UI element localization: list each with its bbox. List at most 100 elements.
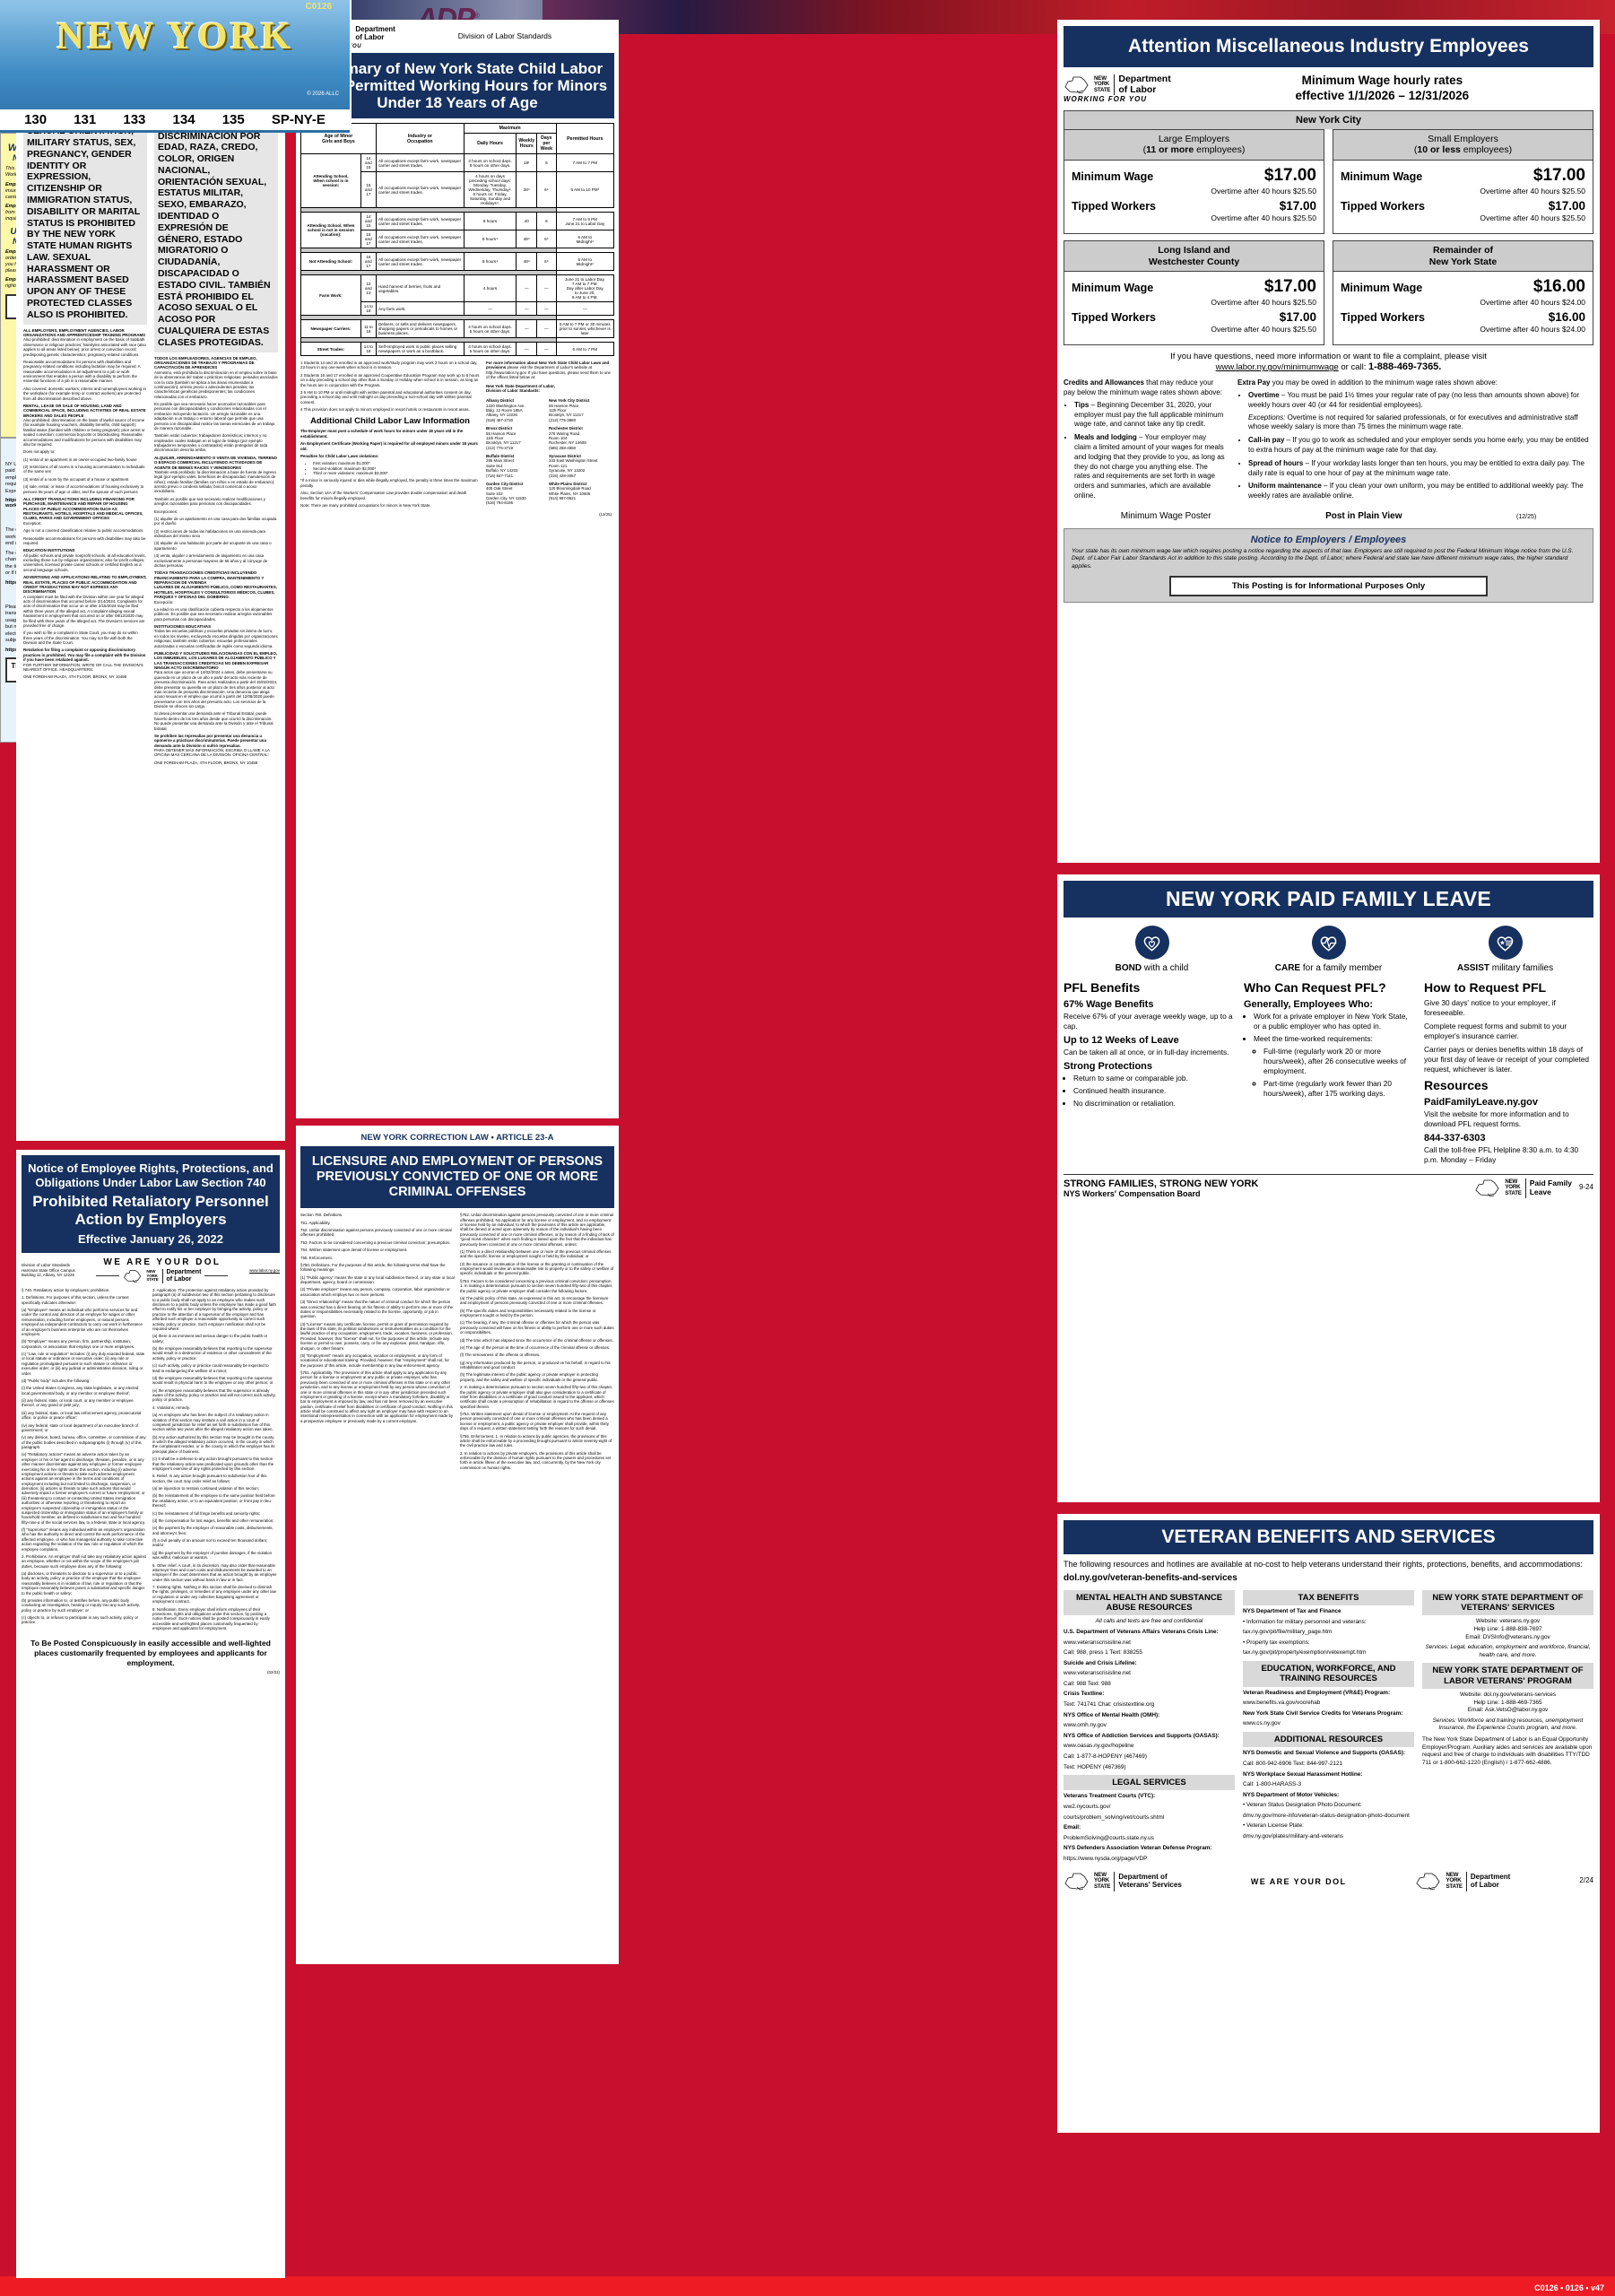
district-office: New York City District 55 Hanson Place 11t… <box>549 398 612 422</box>
vet-eeo-note: The New York State Department of Labor i… <box>1422 1735 1593 1766</box>
pfl-phone[interactable]: 844-337-6303 <box>1424 1133 1486 1144</box>
pfl-generally-label: Generally, Employees Who: <box>1244 998 1374 1010</box>
s740-left-para-13: 2. Prohibitions. An employer shall not t… <box>22 1553 146 1569</box>
vet-dol-line-1: Help Line: 1-888-469-7365 <box>1473 1699 1542 1706</box>
district-name: Bronx District <box>486 426 513 431</box>
clt-header-industry: Industry or Occupation <box>375 123 465 155</box>
heart-pulse-icon <box>1311 926 1346 960</box>
wage-min-overtime: Overtime after 40 hours $25.50 <box>1211 187 1316 196</box>
clt-cell-permitted: — <box>555 301 615 317</box>
district-office: Buffalo District 295 Main Street Suite 914… <box>486 454 549 478</box>
district-line-3: (315) 428-4057 <box>549 473 577 478</box>
vet-additional-header: ADDITIONAL RESOURCES <box>1243 1732 1414 1748</box>
weare-dol-text: WE ARE YOUR DOL <box>1250 1876 1347 1886</box>
extra-term-3: Uniform maintenance <box>1248 482 1322 491</box>
clt-cell-daily: 4 hours on school days. 5 hours on other… <box>463 319 517 339</box>
pfl-revision: 9-24 <box>1578 1183 1593 1192</box>
section-740-panel: Notice of Employee Rights, Protections, … <box>16 1150 285 2278</box>
clt-cell-weekly: — <box>516 342 538 357</box>
hr-es-para-1-5: (3) alquiler de una habitación por parte… <box>154 541 272 551</box>
clt-cell-age: 14 and 15 <box>360 153 377 173</box>
hr-en-para-5-0: A complaint must be filed with the Divis… <box>23 594 145 628</box>
veterans-column-1: MENTAL HEALTH AND SUBSTANCE ABUSE RESOUR… <box>1064 1589 1235 1866</box>
credit-bullet-0: Tips – Beginning December 31, 2020, your… <box>1074 401 1225 430</box>
corr-left-para-8: (2) "Private employer" means any person,… <box>300 1287 450 1297</box>
hr-en-para-1-3: (2) restrictions of all rooms in a housi… <box>23 465 145 474</box>
wage-tip-amount: $17.00 <box>1548 199 1585 213</box>
district-line-0: 55 Hanson Place <box>549 403 579 408</box>
cl-footnote-1: 2 Students 16 and 17 enrolled in an appr… <box>300 372 480 387</box>
extra-term-0: Overtime <box>1248 391 1280 400</box>
wage-tip-amount: $16.00 <box>1548 310 1585 325</box>
clt-cell-weekly: — <box>516 319 538 339</box>
vet-mh-title-3: NYS Office of Mental Health (OMH): <box>1064 1711 1160 1718</box>
wage-box-3: Remainder of New York State Minimum Wage $… <box>1333 240 1593 346</box>
vet-dol-header: NEW YORK STATE DEPARTMENT OF LABOR VETER… <box>1422 1663 1593 1690</box>
veterans-column-3: NEW YORK STATE DEPARTMENT OF VETERANS' S… <box>1422 1589 1593 1866</box>
corr-left-para-4: 754. Written statement upon denial of li… <box>300 1248 408 1253</box>
hr-es-para-0-2: También están cubiertos: trabajadores do… <box>154 433 268 453</box>
veterans-url[interactable]: dol.ny.gov/veteran-benefits-and-services <box>1064 1573 1237 1584</box>
cl-penalty-list: First violation: maximum $1,000*Second v… <box>313 461 480 475</box>
district-line-0: 1220 Washington Ave. <box>486 403 525 408</box>
hr-es-para-3-1: La edad no es una clasificación cubierta… <box>154 606 274 622</box>
clt-cell-days: — <box>536 319 557 339</box>
vet-addl-line-0-0: Call: 800-942-6906 Text: 844-997-2121 <box>1243 1760 1343 1767</box>
veteran-benefits-panel: VETERAN BENEFITS AND SERVICES The follow… <box>1057 1514 1600 2133</box>
extra-bullet-1: Call-in pay – If you go to work as sched… <box>1248 436 1593 456</box>
clt-cell-age: 16 and 17 <box>360 252 377 272</box>
s740-website[interactable]: www.labor.ny.gov <box>249 1267 280 1273</box>
wage-min-row: Minimum Wage $17.00 <box>1072 166 1316 186</box>
clt-row: 16 and 17 All occupations except farm wor… <box>301 171 615 209</box>
clt-cell-days: — <box>536 301 557 317</box>
pfl-icon-caption-0: BOND with a child <box>1064 963 1240 973</box>
pfl-icon-block-0: BOND with a child <box>1064 926 1240 973</box>
vet-mh-title-2: Crisis Textline: <box>1064 1691 1105 1698</box>
clt-group-label: Newspaper Carriers: <box>300 319 361 339</box>
mw-link[interactable]: www.labor.ny.gov/minimumwage <box>1215 362 1339 373</box>
extra-pay-list: Overtime – You must be paid 1½ times you… <box>1237 391 1593 501</box>
vet-addl-line-2-2: • Veteran License Plate: <box>1243 1822 1304 1830</box>
s740-right-para-6: 4. Violations; remedy. <box>152 1405 190 1410</box>
child-labor-revision: (12/25) <box>599 511 612 517</box>
pfl-howto-column: How to Request PFL Give 30 days' notice … <box>1424 980 1593 1170</box>
district-name: White Plains District <box>549 481 587 486</box>
mw-phone[interactable]: 1-888-469-7365. <box>1368 361 1442 373</box>
wage-min-row: Minimum Wage $16.00 <box>1341 277 1585 297</box>
pfl-icon-strong-2: ASSIST <box>1456 963 1489 973</box>
pfl-col3-heading: How to Request PFL <box>1424 980 1547 995</box>
vet-edu-title-0: Veteran Readiness and Employment (VR&E) … <box>1243 1689 1391 1696</box>
extra-item-1: Call-in pay – If you go to work as sched… <box>1248 436 1593 456</box>
vet-dvs-line-0: Website: veterans.ny.gov <box>1475 1618 1541 1625</box>
heart-flag-icon <box>1488 926 1523 960</box>
s740-right-para-16: (f) a civil penalty of an amount not to … <box>152 1538 268 1548</box>
district-line-2: Buffalo, NY 14203 <box>486 468 518 474</box>
veterans-intro: The following resources and hotlines are… <box>1064 1560 1583 1569</box>
vet-mh-title-0: U.S. Department of Veterans Affairs Vete… <box>1064 1629 1219 1635</box>
pfl-foot-board: NYS Workers' Compensation Board <box>1064 1188 1201 1198</box>
corr-right-para-9: (f) The seriousness of the offense or of… <box>460 1352 541 1358</box>
vet-dol-line-0: Website: dol.ny.gov/veterans-services <box>1459 1692 1557 1699</box>
clt-row: Attending School, When school is in sess… <box>300 153 615 209</box>
corr-left-para-0: Section 750. Definitions. <box>300 1213 343 1218</box>
district-office: Rochester District 276 Waring Road Room 10… <box>549 426 612 450</box>
s740-left-para-14: (a) discloses, or threatens to disclose … <box>22 1571 145 1596</box>
corr-right-para-6: (c) The bearing, if any, the criminal of… <box>460 1320 614 1335</box>
extra-body-2: – If your workday lasts longer than ten … <box>1248 458 1585 477</box>
pfl-icon-caption-1: CARE for a family member <box>1240 963 1417 973</box>
minimum-wage-panel: Attention Miscellaneous Industry Employe… <box>1057 20 1600 863</box>
clt-cell-age: 11 to 18 <box>360 319 377 339</box>
hr-es-head-1: ALQUILER, ARRENDAMIENTO O VENTA DE VIVIE… <box>154 455 278 470</box>
mw-foot-right: (12/25) <box>1516 514 1537 521</box>
cl-addl-2: Penalties for Child Labor Laws violation… <box>300 453 379 458</box>
pfl-logo-label: Paid Family Leave <box>1529 1178 1572 1196</box>
district-name: Syracuse District <box>549 454 581 459</box>
corr-right-para-7: (d) The time which has elapsed since the… <box>460 1337 613 1343</box>
more-info-body: please visit the Department of Labor's w… <box>486 365 611 380</box>
pfl-website[interactable]: PaidFamilyLeave.ny.gov <box>1424 1097 1538 1109</box>
clt-cell-daily: 8 hours⁴ <box>463 230 517 249</box>
vet-addl-line-1-0: Call: 1-800-HARASS-3 <box>1243 1781 1301 1788</box>
hr-es-para-6-0: PARA OBTENER MÁS INFORMACIÓN, ESCRIBA O … <box>154 748 270 758</box>
